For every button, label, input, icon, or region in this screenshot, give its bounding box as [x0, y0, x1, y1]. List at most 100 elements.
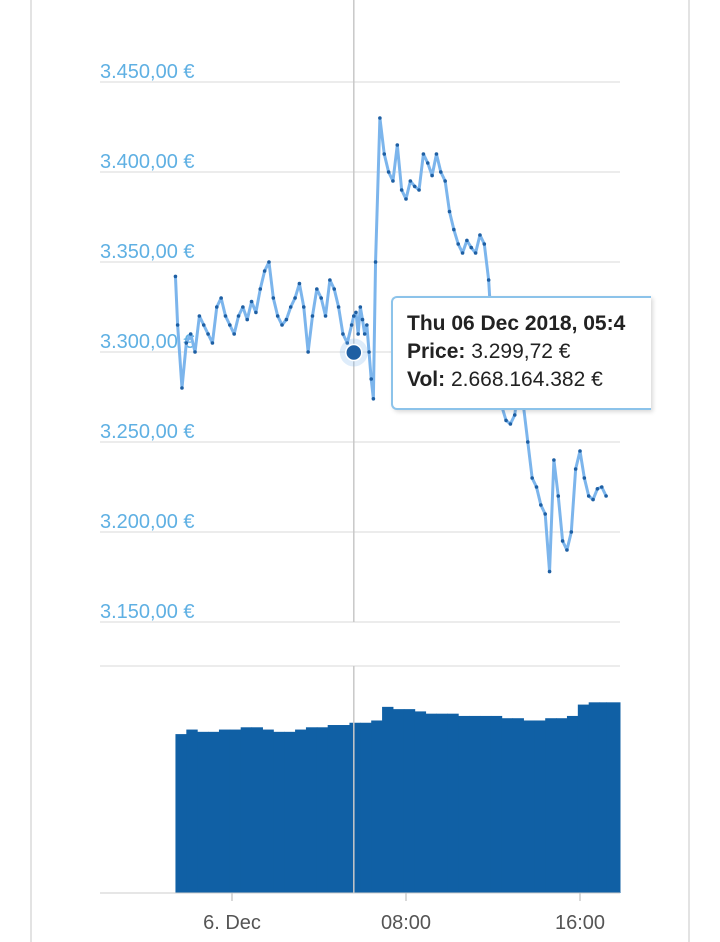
price-point	[556, 494, 561, 498]
volume-bar	[588, 702, 601, 893]
tooltip-price-label: Price:	[407, 340, 466, 363]
price-point	[315, 287, 319, 291]
price-point	[425, 161, 430, 165]
volume-bar	[577, 704, 590, 893]
price-point	[284, 317, 289, 322]
volume-bar	[186, 729, 198, 893]
price-point	[573, 467, 578, 471]
volume-bar	[425, 713, 437, 893]
price-point	[345, 341, 350, 345]
y-tick-label: 3.250,00 €	[100, 421, 195, 443]
volume-bar	[273, 731, 285, 893]
price-point	[201, 323, 206, 327]
tooltip-price-value: 3.299,72 €	[471, 340, 571, 363]
tooltip-price-row: Price: 3.299,72 €	[407, 338, 651, 366]
price-point	[319, 296, 323, 300]
price-point	[210, 341, 215, 345]
price-point	[173, 274, 178, 279]
price-point	[223, 314, 228, 318]
volume-bar	[512, 718, 524, 893]
y-tick-label: 3.300,00 €	[100, 331, 195, 353]
price-point	[254, 310, 258, 315]
price-point	[391, 179, 395, 183]
volume-bar	[251, 727, 263, 893]
tooltip-vol-value: 2.668.164.382 €	[450, 368, 603, 391]
y-tick-label: 3.200,00 €	[100, 511, 195, 533]
x-tick-label: 6. Dec	[203, 912, 261, 934]
price-point	[362, 332, 367, 336]
volume-bar	[606, 702, 621, 893]
price-point	[373, 260, 378, 264]
highlight-point[interactable]	[345, 343, 363, 362]
price-point	[417, 188, 421, 192]
price-point	[175, 323, 180, 327]
price-point	[336, 305, 341, 309]
volume-bar	[316, 727, 329, 893]
x-axis: 6. Dec 08:00 16:00	[100, 892, 620, 934]
volume-bar	[229, 729, 242, 893]
price-point	[193, 350, 197, 354]
volume-bar	[566, 715, 579, 893]
price-point	[341, 332, 345, 336]
volume-bar	[458, 715, 470, 893]
price-point	[358, 305, 363, 309]
volume-bar	[284, 731, 296, 893]
price-point	[604, 494, 608, 498]
price-point	[310, 314, 315, 318]
price-point	[443, 179, 447, 183]
price-point	[360, 317, 365, 322]
price-point	[534, 485, 539, 489]
price-point	[547, 569, 552, 574]
price-point	[512, 413, 517, 417]
price-point	[386, 170, 391, 174]
price-point	[365, 323, 369, 327]
tooltip-title: Thu 06 Dec 2018, 05:4	[407, 312, 626, 335]
volume-bar	[392, 709, 405, 893]
y-tick-label: 3.350,00 €	[100, 241, 195, 263]
price-point	[236, 314, 241, 318]
price-point	[539, 503, 543, 507]
volume-bar	[208, 731, 220, 893]
price-point	[595, 487, 600, 491]
price-point	[214, 305, 219, 309]
volume-bar	[545, 718, 557, 893]
price-point	[354, 310, 358, 315]
y-tick-label: 3.150,00 €	[100, 601, 195, 623]
price-point	[586, 494, 591, 498]
volume-bar	[414, 711, 427, 893]
price-point	[482, 242, 487, 246]
volume-bar	[523, 720, 535, 893]
price-point	[262, 269, 267, 273]
frame-right-border	[688, 0, 690, 942]
x-tick-label: 08:00	[381, 912, 431, 934]
price-point	[565, 548, 569, 552]
price-point	[188, 332, 193, 336]
price-point	[447, 209, 452, 214]
y-tick-label: 3.450,00 €	[100, 61, 195, 83]
price-point	[356, 332, 360, 336]
volume-bar	[360, 722, 372, 893]
price-point	[456, 242, 461, 246]
price-point	[371, 397, 376, 401]
volume-bar	[403, 709, 416, 893]
volume-bar	[240, 727, 253, 893]
price-point	[430, 173, 434, 178]
volume-bars	[175, 702, 621, 893]
price-point	[249, 299, 254, 304]
price-point	[560, 539, 565, 543]
volume-bar	[534, 720, 546, 893]
price-point	[258, 287, 263, 291]
price-point	[328, 278, 332, 282]
volume-bar	[175, 734, 187, 893]
price-point	[367, 350, 371, 354]
price-point	[241, 305, 245, 309]
price-point	[206, 332, 210, 336]
volume-bar	[218, 729, 231, 893]
price-point	[378, 116, 382, 120]
price-point	[478, 233, 482, 237]
volume-bar	[556, 718, 568, 893]
price-point	[552, 458, 556, 462]
volume-bar	[327, 725, 340, 893]
price-point	[439, 170, 443, 174]
